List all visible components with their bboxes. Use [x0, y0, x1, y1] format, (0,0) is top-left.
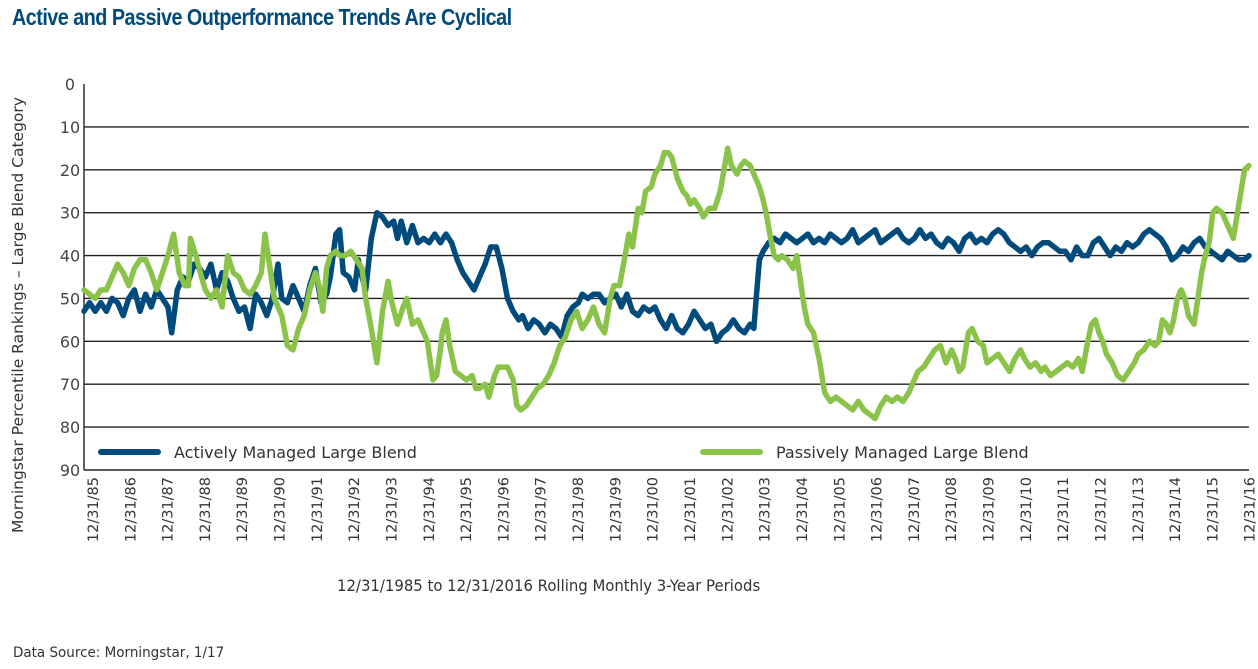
x-axis-label: 12/31/1985 to 12/31/2016 Rolling Monthly… — [337, 576, 761, 595]
y-tick-label: 60 — [60, 332, 80, 351]
x-tick-label: 12/31/87 — [161, 477, 177, 542]
x-tick-label: 12/31/15 — [1205, 477, 1221, 542]
x-tick-label: 12/31/85 — [86, 477, 102, 542]
x-tick-label: 12/31/01 — [683, 477, 699, 542]
y-tick-label: 90 — [60, 461, 80, 480]
chart-title: Active and Passive Outperformance Trends… — [12, 4, 512, 30]
x-tick-labels: 12/31/85 12/31/86 12/31/87 12/31/88 12/31/89… — [86, 477, 1258, 542]
x-tick-label: 12/31/04 — [795, 477, 811, 542]
legend-label-passive: Passively Managed Large Blend — [776, 443, 1029, 462]
x-tick-label: 12/31/14 — [1168, 477, 1184, 542]
x-tick-label: 12/31/10 — [1019, 477, 1035, 542]
data-source-note: Data Source: Morningstar, 1/17 — [13, 645, 225, 661]
y-tick-label: 70 — [60, 375, 80, 394]
legend-label-active: Actively Managed Large Blend — [174, 443, 417, 462]
y-tick-label: 50 — [60, 289, 80, 308]
x-tick-label: 12/31/86 — [123, 477, 139, 542]
x-tick-label: 12/31/16 — [1243, 477, 1258, 542]
x-tick-label: 12/31/98 — [571, 477, 587, 542]
gridlines — [83, 84, 1249, 471]
x-tick-label: 12/31/02 — [720, 477, 736, 542]
x-tick-label: 12/31/89 — [235, 477, 251, 542]
x-tick-label: 12/31/99 — [608, 477, 624, 542]
y-tick-label: 10 — [60, 118, 80, 137]
x-tick-label: 12/31/91 — [310, 477, 326, 542]
x-tick-label: 12/31/90 — [273, 477, 289, 542]
x-tick-label: 12/31/96 — [496, 477, 512, 542]
y-tick-label: 30 — [60, 204, 80, 223]
x-tick-label: 12/31/03 — [758, 477, 774, 542]
x-tick-label: 12/31/97 — [534, 477, 550, 542]
y-tick-label: 80 — [60, 418, 80, 437]
series-line-active — [81, 209, 1252, 345]
x-tick-label: 12/31/93 — [384, 477, 400, 542]
y-tick-label: 40 — [60, 247, 80, 266]
x-tick-label: 12/31/00 — [646, 477, 662, 542]
x-tick-label: 12/31/06 — [870, 477, 886, 542]
x-tick-label: 12/31/92 — [347, 477, 363, 542]
x-tick-label: 12/31/09 — [982, 477, 998, 542]
x-tick-label: 12/31/07 — [907, 477, 923, 542]
y-tick-label: 20 — [60, 161, 80, 180]
x-tick-label: 12/31/12 — [1093, 477, 1109, 542]
series-lines — [81, 145, 1252, 422]
series-line-passive — [81, 145, 1252, 422]
legend: Actively Managed Large Blend Passively Ma… — [98, 443, 1029, 462]
y-tick-labels: 0 10 20 30 40 50 60 70 80 90 — [60, 75, 80, 480]
y-tick-label: 0 — [65, 75, 75, 94]
x-tick-label: 12/31/88 — [198, 477, 214, 542]
x-tick-label: 12/31/13 — [1131, 477, 1147, 542]
x-tick-label: 12/31/94 — [422, 477, 438, 542]
x-tick-label: 12/31/11 — [1056, 477, 1072, 542]
x-tick-label: 12/31/08 — [944, 477, 960, 542]
x-tick-label: 12/31/95 — [459, 477, 475, 542]
x-tick-label: 12/31/05 — [832, 477, 848, 542]
